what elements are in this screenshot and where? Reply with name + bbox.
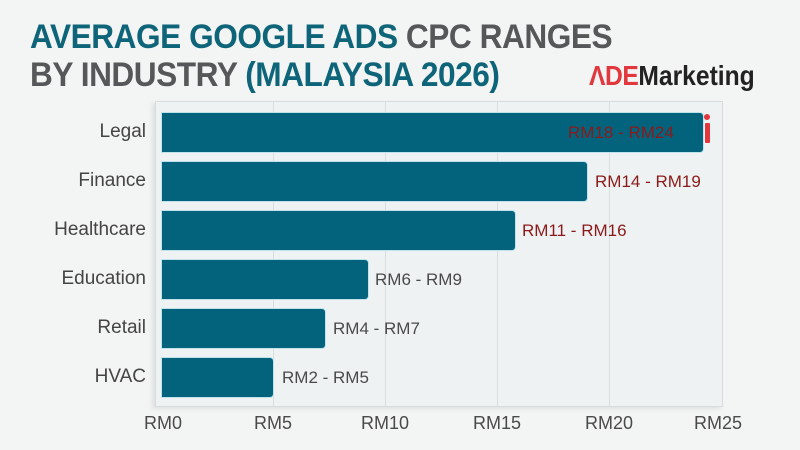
title-line-2: BY INDUSTRY (MALAYSIA 2026) xyxy=(30,56,612,94)
gridline-rm15 xyxy=(497,102,498,406)
plot-area: RM18 - RM24 RM14 - RM19 RM11 - RM16 RM6 … xyxy=(155,101,723,407)
category-label-healthcare: Healthcare xyxy=(54,219,146,240)
bar-finance xyxy=(162,162,587,201)
title-rest-1: CPC RANGES xyxy=(397,18,613,56)
title-highlight-1: AVERAGE GOOGLE ADS xyxy=(30,18,398,56)
bar-hvac xyxy=(162,358,273,397)
x-tick-rm0: RM0 xyxy=(143,413,183,433)
chart-title: AVERAGE GOOGLE ADS CPC RANGES BY INDUSTR… xyxy=(30,18,613,94)
category-label-hvac: HVAC xyxy=(94,366,146,387)
ade-marketing-logo: ΛDEMarketing xyxy=(589,60,755,92)
bar-education xyxy=(162,260,368,299)
logo-brand: ΛDE xyxy=(589,60,639,91)
title-rest-2: BY INDUSTRY xyxy=(30,56,246,94)
bar-healthcare xyxy=(162,211,515,250)
bar-label-finance: RM14 - RM19 xyxy=(595,172,701,191)
category-label-retail: Retail xyxy=(97,317,146,338)
title-highlight-2: (MALAYSIA 2026) xyxy=(245,56,500,94)
category-label-finance: Finance xyxy=(78,170,146,191)
bar-legal xyxy=(162,113,703,152)
gridline-rm10 xyxy=(385,102,386,406)
bar-label-legal: RM18 - RM24 xyxy=(568,123,674,142)
bar-label-education: RM6 - RM9 xyxy=(375,270,462,289)
x-tick-rm25: RM25 xyxy=(693,413,743,433)
gridline-rm5 xyxy=(273,102,274,406)
bar-label-retail: RM4 - RM7 xyxy=(333,319,420,338)
bar-label-hvac: RM2 - RM5 xyxy=(282,368,369,387)
x-tick-rm10: RM10 xyxy=(360,413,410,433)
x-tick-rm15: RM15 xyxy=(472,413,522,433)
bar-label-healthcare: RM11 - RM16 xyxy=(522,221,627,240)
category-label-education: Education xyxy=(61,268,146,289)
gridline-rm20 xyxy=(609,102,610,406)
info-icon xyxy=(704,114,710,144)
x-tick-rm5: RM5 xyxy=(253,413,293,433)
logo-rest: Marketing xyxy=(638,60,755,91)
title-line-1: AVERAGE GOOGLE ADS CPC RANGES xyxy=(30,18,613,56)
bar-retail xyxy=(162,309,325,348)
category-label-legal: Legal xyxy=(99,121,147,142)
x-tick-rm20: RM20 xyxy=(584,413,634,433)
